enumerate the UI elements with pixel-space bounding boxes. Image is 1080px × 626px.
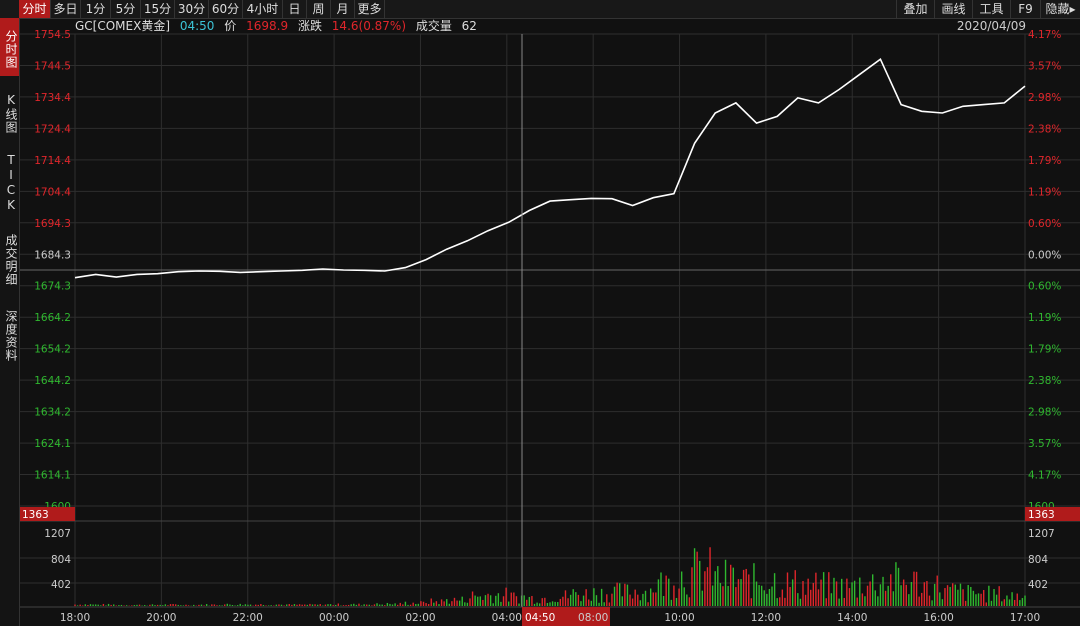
percent-tick-label: 2.38% (1028, 375, 1061, 387)
volume-tick-label: 804 (51, 554, 71, 566)
percent-tick-label: 1.79% (1028, 155, 1061, 167)
price-tick-label: 1694.3 (34, 218, 71, 230)
volume-tick-label: 1207 (1028, 528, 1055, 540)
time-tick-label: 16:00 (924, 612, 954, 624)
percent-axis-right: 4.17% 3.57% 2.98% 2.38% 1.79% 1.19% 0.60% 0.00%… (1028, 29, 1061, 513)
volume-value: 62 (461, 19, 477, 33)
percent-tick-label: 2.98% (1028, 407, 1061, 419)
volume-tick-label: 804 (1028, 554, 1048, 566)
percent-tick-label: 4.17% (1028, 29, 1061, 41)
price-value: 1698.9 (246, 19, 289, 33)
change-label: 涨跌 (297, 19, 322, 33)
volume-tick-label: 1207 (44, 528, 71, 540)
percent-tick-label: 3.57% (1028, 438, 1061, 450)
volume-axis: 1363 1363 1207 1207 804 804 402 402 (19, 507, 1080, 591)
percent-tick-label: 0.60% (1028, 281, 1061, 293)
period-tab-5[interactable]: 30分 (175, 0, 209, 18)
tool-button-3[interactable]: F9 (1010, 0, 1040, 18)
period-toolbar: 分时 多日 1分 5分 15分 30分 60分 4小时日周月更多 叠加 画线 工具 F9 隐藏▸ (0, 0, 1080, 19)
price-tick-label: 1744.5 (34, 60, 71, 72)
period-tab-11[interactable]: 更多 (355, 0, 385, 18)
view-sidebar: 分时图 K线图 TICK 成交明细深度资料 (0, 18, 20, 626)
quote-info-bar: GC[COMEX黄金] 04:50 价 1698.9 涨跌 14.6(0.87%… (75, 18, 483, 34)
chart-grid (19, 33, 1080, 626)
period-tab-9[interactable]: 周 (307, 0, 331, 18)
price-tick-label: 1624.1 (34, 438, 71, 450)
volume-max-badge-left (19, 507, 75, 521)
price-tick-label: 1634.2 (34, 407, 71, 419)
volume-bars (74, 547, 1026, 606)
time-tick-label: 08:00 (578, 612, 608, 624)
percent-tick-label: 3.57% (1028, 60, 1061, 72)
time-tick-label: 02:00 (405, 612, 435, 624)
time-tick-label: 10:00 (664, 612, 694, 624)
time-tick-label: 18:00 (60, 612, 90, 624)
time-tick-label: 14:00 (837, 612, 867, 624)
tool-button-4[interactable]: 隐藏▸ (1040, 0, 1080, 18)
sidebar-item-3[interactable]: 成交明细 (4, 234, 18, 286)
sidebar-item-4[interactable]: 深度资料 (4, 310, 18, 362)
price-axis-left: 1754.5 1744.5 1734.4 1724.4 1714.4 1704.4 1694… (34, 29, 71, 513)
percent-tick-label: 0.60% (1028, 218, 1061, 230)
time-tick-label: 00:00 (319, 612, 349, 624)
time-cursor-badge (522, 607, 610, 626)
time-cursor-label: 04:50 (525, 612, 555, 624)
volume-max-label-left: 1363 (22, 509, 49, 521)
chart-background (19, 34, 1080, 626)
price-tick-label: 1664.2 (34, 312, 71, 324)
time-tick-label: 22:00 (233, 612, 263, 624)
volume-max-badge-right (1025, 507, 1080, 521)
price-tick-label: 1724.4 (34, 123, 71, 135)
price-tick-label: 1614.1 (34, 470, 71, 482)
time-tick-label: 04:00 (492, 612, 522, 624)
volume-tick-label: 402 (51, 579, 71, 591)
symbol-label: GC[COMEX黄金] (75, 19, 171, 33)
price-tick-label: 1674.3 (34, 281, 71, 293)
price-tick-label: 1654.2 (34, 344, 71, 356)
sidebar-item-2[interactable]: TICK (4, 153, 18, 213)
period-tab-10[interactable]: 月 (331, 0, 355, 18)
price-line (74, 57, 1026, 279)
percent-tick-label: 2.98% (1028, 92, 1061, 104)
price-tick-label: 1714.4 (34, 155, 71, 167)
percent-tick-label: 0.00% (1028, 249, 1061, 261)
period-tab-1[interactable]: 多日 (51, 0, 81, 18)
percent-tick-label: 4.17% (1028, 470, 1061, 482)
time-axis: 18:00 20:00 22:00 00:00 02:00 04:00 04:50 08:00… (60, 607, 1040, 626)
period-tab-3[interactable]: 5分 (111, 0, 141, 18)
percent-tick-label: 1.19% (1028, 312, 1061, 324)
time-value: 04:50 (179, 19, 215, 33)
tool-button-2[interactable]: 工具 (972, 0, 1010, 18)
percent-tick-label: 1.19% (1028, 186, 1061, 198)
volume-tick-label: 402 (1028, 579, 1048, 591)
time-tick-label: 17:00 (1010, 612, 1040, 624)
change-value: 14.6(0.87%) (331, 19, 406, 33)
volume-max-label-right: 1363 (1028, 509, 1055, 521)
sidebar-item-0[interactable]: 分时图 (0, 18, 19, 76)
price-line-group (74, 57, 1026, 279)
tool-button-1[interactable]: 画线 (934, 0, 972, 18)
period-tab-0[interactable]: 分时 (19, 0, 51, 18)
sidebar-item-1[interactable]: K线图 (4, 92, 18, 134)
price-tick-label: 1734.4 (34, 92, 71, 104)
period-tab-7[interactable]: 4小时 (243, 0, 283, 18)
price-tick-label: 1704.4 (34, 186, 71, 198)
tool-button-0[interactable]: 叠加 (896, 0, 934, 18)
period-tab-2[interactable]: 1分 (81, 0, 111, 18)
price-tick-label: 1684.3 (34, 249, 71, 261)
percent-tick-label: 2.38% (1028, 123, 1061, 135)
volume-label: 成交量 (415, 19, 452, 33)
price-label: 价 (224, 19, 237, 33)
period-tab-6[interactable]: 60分 (209, 0, 243, 18)
price-tick-label: 1644.2 (34, 375, 71, 387)
price-tick-label: 1754.5 (34, 29, 71, 41)
date-label: 2020/04/09 (956, 19, 1026, 33)
period-tab-8[interactable]: 日 (283, 0, 307, 18)
period-tab-4[interactable]: 15分 (141, 0, 175, 18)
time-tick-label: 12:00 (751, 612, 781, 624)
time-tick-label: 20:00 (146, 612, 176, 624)
percent-tick-label: 1.79% (1028, 344, 1061, 356)
